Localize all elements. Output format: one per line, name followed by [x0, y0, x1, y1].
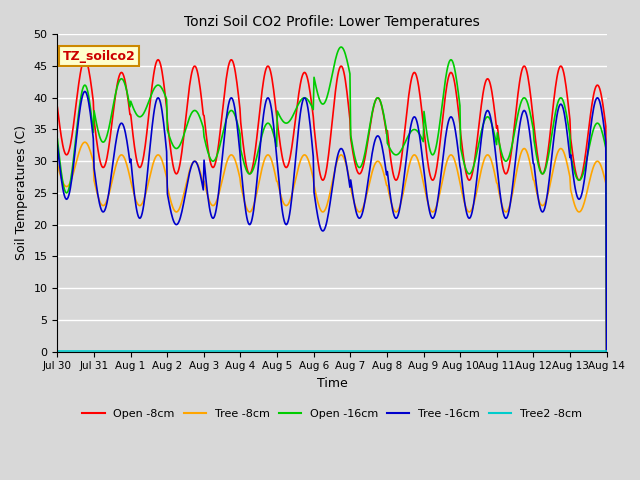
Open -8cm [415, 89, 423, 95]
Tree2 -8cm [399, 348, 406, 354]
Tree -8cm [205, 198, 213, 204]
Tree -16cm [177, 215, 184, 220]
Tree -16cm [121, 127, 129, 132]
Tree -16cm [54, 143, 61, 148]
Text: TZ_soilco2: TZ_soilco2 [63, 50, 136, 63]
Line: Open -16cm: Open -16cm [58, 47, 607, 351]
Tree -16cm [63, 196, 71, 202]
Tree -16cm [81, 88, 89, 94]
Open -8cm [121, 76, 129, 82]
Open -16cm [176, 143, 184, 149]
Tree -8cm [121, 156, 129, 161]
Tree -16cm [399, 180, 407, 186]
Tree2 -8cm [603, 348, 611, 354]
Tree -8cm [415, 162, 423, 168]
Open -8cm [205, 155, 213, 160]
Open -16cm [415, 131, 423, 137]
Y-axis label: Soil Temperatures (C): Soil Temperatures (C) [15, 125, 28, 261]
Open -16cm [337, 44, 344, 50]
Line: Tree -16cm: Tree -16cm [58, 91, 607, 351]
Open -16cm [63, 190, 71, 195]
Tree2 -8cm [120, 348, 128, 354]
Open -8cm [81, 57, 89, 62]
Open -16cm [54, 136, 61, 142]
Tree -8cm [177, 204, 184, 209]
Open -8cm [63, 152, 71, 157]
Open -16cm [603, 348, 611, 354]
Tree -8cm [63, 183, 71, 189]
Legend: Open -8cm, Tree -8cm, Open -16cm, Tree -16cm, Tree2 -8cm: Open -8cm, Tree -8cm, Open -16cm, Tree -… [78, 405, 586, 423]
Tree -16cm [603, 348, 611, 354]
Tree -8cm [81, 139, 89, 145]
Tree -8cm [399, 189, 407, 195]
Line: Tree -8cm: Tree -8cm [58, 142, 607, 351]
Tree2 -8cm [63, 348, 71, 354]
Tree -8cm [54, 161, 61, 167]
Open -8cm [54, 105, 61, 110]
Open -8cm [399, 140, 407, 145]
Tree2 -8cm [176, 348, 184, 354]
X-axis label: Time: Time [317, 377, 348, 390]
Tree -16cm [415, 132, 423, 138]
Open -16cm [399, 143, 407, 149]
Tree2 -8cm [415, 348, 422, 354]
Open -8cm [177, 159, 184, 165]
Line: Open -8cm: Open -8cm [58, 60, 607, 351]
Open -16cm [205, 152, 212, 157]
Open -8cm [603, 348, 611, 354]
Tree -16cm [205, 204, 213, 210]
Title: Tonzi Soil CO2 Profile: Lower Temperatures: Tonzi Soil CO2 Profile: Lower Temperatur… [184, 15, 480, 29]
Tree -8cm [603, 348, 611, 354]
Tree2 -8cm [54, 348, 61, 354]
Tree2 -8cm [205, 348, 212, 354]
Open -16cm [120, 78, 128, 84]
